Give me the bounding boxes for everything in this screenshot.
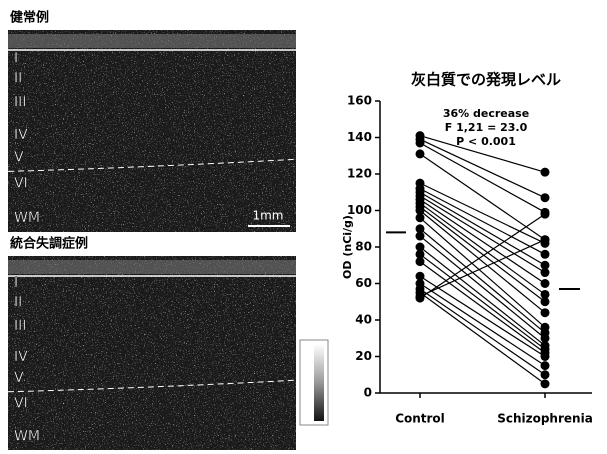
layer-label: V — [14, 370, 24, 386]
layer-label: VI — [14, 176, 28, 192]
color-bar — [314, 344, 324, 421]
data-point — [416, 257, 425, 266]
annotation: P < 0.001 — [456, 135, 516, 148]
data-point — [541, 193, 550, 202]
pair-line — [420, 293, 545, 384]
micrograph-texture — [8, 30, 296, 232]
panel-title: 健常例 — [10, 10, 49, 26]
layer-label: WM — [14, 428, 40, 444]
data-point — [541, 379, 550, 388]
layer-label: III — [14, 318, 26, 334]
pial-band — [8, 34, 296, 48]
chart-title: 灰白質での発現レベル — [411, 71, 561, 89]
y-axis-label: OD (nCi/g) — [341, 215, 354, 279]
data-point — [541, 297, 550, 306]
layer-label: IV — [14, 127, 28, 143]
y-tick-label: 20 — [355, 349, 372, 363]
figure: 健常例IIIIIIIVVVIWM1mm統合失調症例IIIIIIIVVVIWM 灰… — [0, 0, 607, 450]
annotation: 36% decrease — [443, 107, 529, 120]
micrograph-texture — [8, 256, 296, 450]
data-point — [541, 250, 550, 259]
pair-line — [420, 139, 545, 197]
data-point — [541, 370, 550, 379]
y-tick-label: 160 — [347, 94, 372, 108]
layer-label: II — [14, 295, 22, 311]
data-point — [541, 168, 550, 177]
layer-label: III — [14, 95, 26, 111]
chart: 灰白質での発現レベル OD (nCi/g) 0 20 40 60 80 100 120 140 16… — [341, 71, 593, 426]
layer-label: WM — [14, 210, 40, 226]
annotation: F 1,21 = 23.0 — [445, 121, 528, 134]
layer-label: I — [14, 50, 18, 66]
data-point — [541, 361, 550, 370]
layer-label: I — [14, 275, 18, 291]
y-tick-label: 80 — [355, 240, 372, 254]
data-point — [541, 279, 550, 288]
data-point — [541, 308, 550, 317]
data-point — [541, 210, 550, 219]
data-point — [541, 268, 550, 277]
data-point — [416, 149, 425, 158]
x-tick-label: Control — [395, 412, 445, 426]
scale-label: 1mm — [252, 209, 283, 223]
y-tick-label: 40 — [355, 313, 372, 327]
data-point — [416, 232, 425, 241]
panel-title: 統合失調症例 — [10, 236, 88, 252]
pair-line — [420, 200, 545, 284]
layer-label: VI — [14, 395, 28, 411]
layer-label: V — [14, 149, 24, 165]
pair-line — [420, 214, 545, 298]
data-point — [541, 352, 550, 361]
data-point — [416, 213, 425, 222]
y-tick-label: 0 — [364, 386, 372, 400]
data-point — [416, 294, 425, 303]
data-point — [416, 138, 425, 147]
layer-label: II — [14, 70, 22, 86]
data-point — [541, 235, 550, 244]
layer-label: IV — [14, 349, 28, 365]
pair-line — [420, 262, 545, 353]
y-tick-label: 60 — [355, 276, 372, 290]
y-tick-label: 100 — [347, 203, 372, 217]
y-tick-label: 120 — [347, 167, 372, 181]
x-tick-label: Schizophrenia — [497, 412, 593, 426]
y-tick-label: 140 — [347, 130, 372, 144]
pial-band — [8, 260, 296, 274]
